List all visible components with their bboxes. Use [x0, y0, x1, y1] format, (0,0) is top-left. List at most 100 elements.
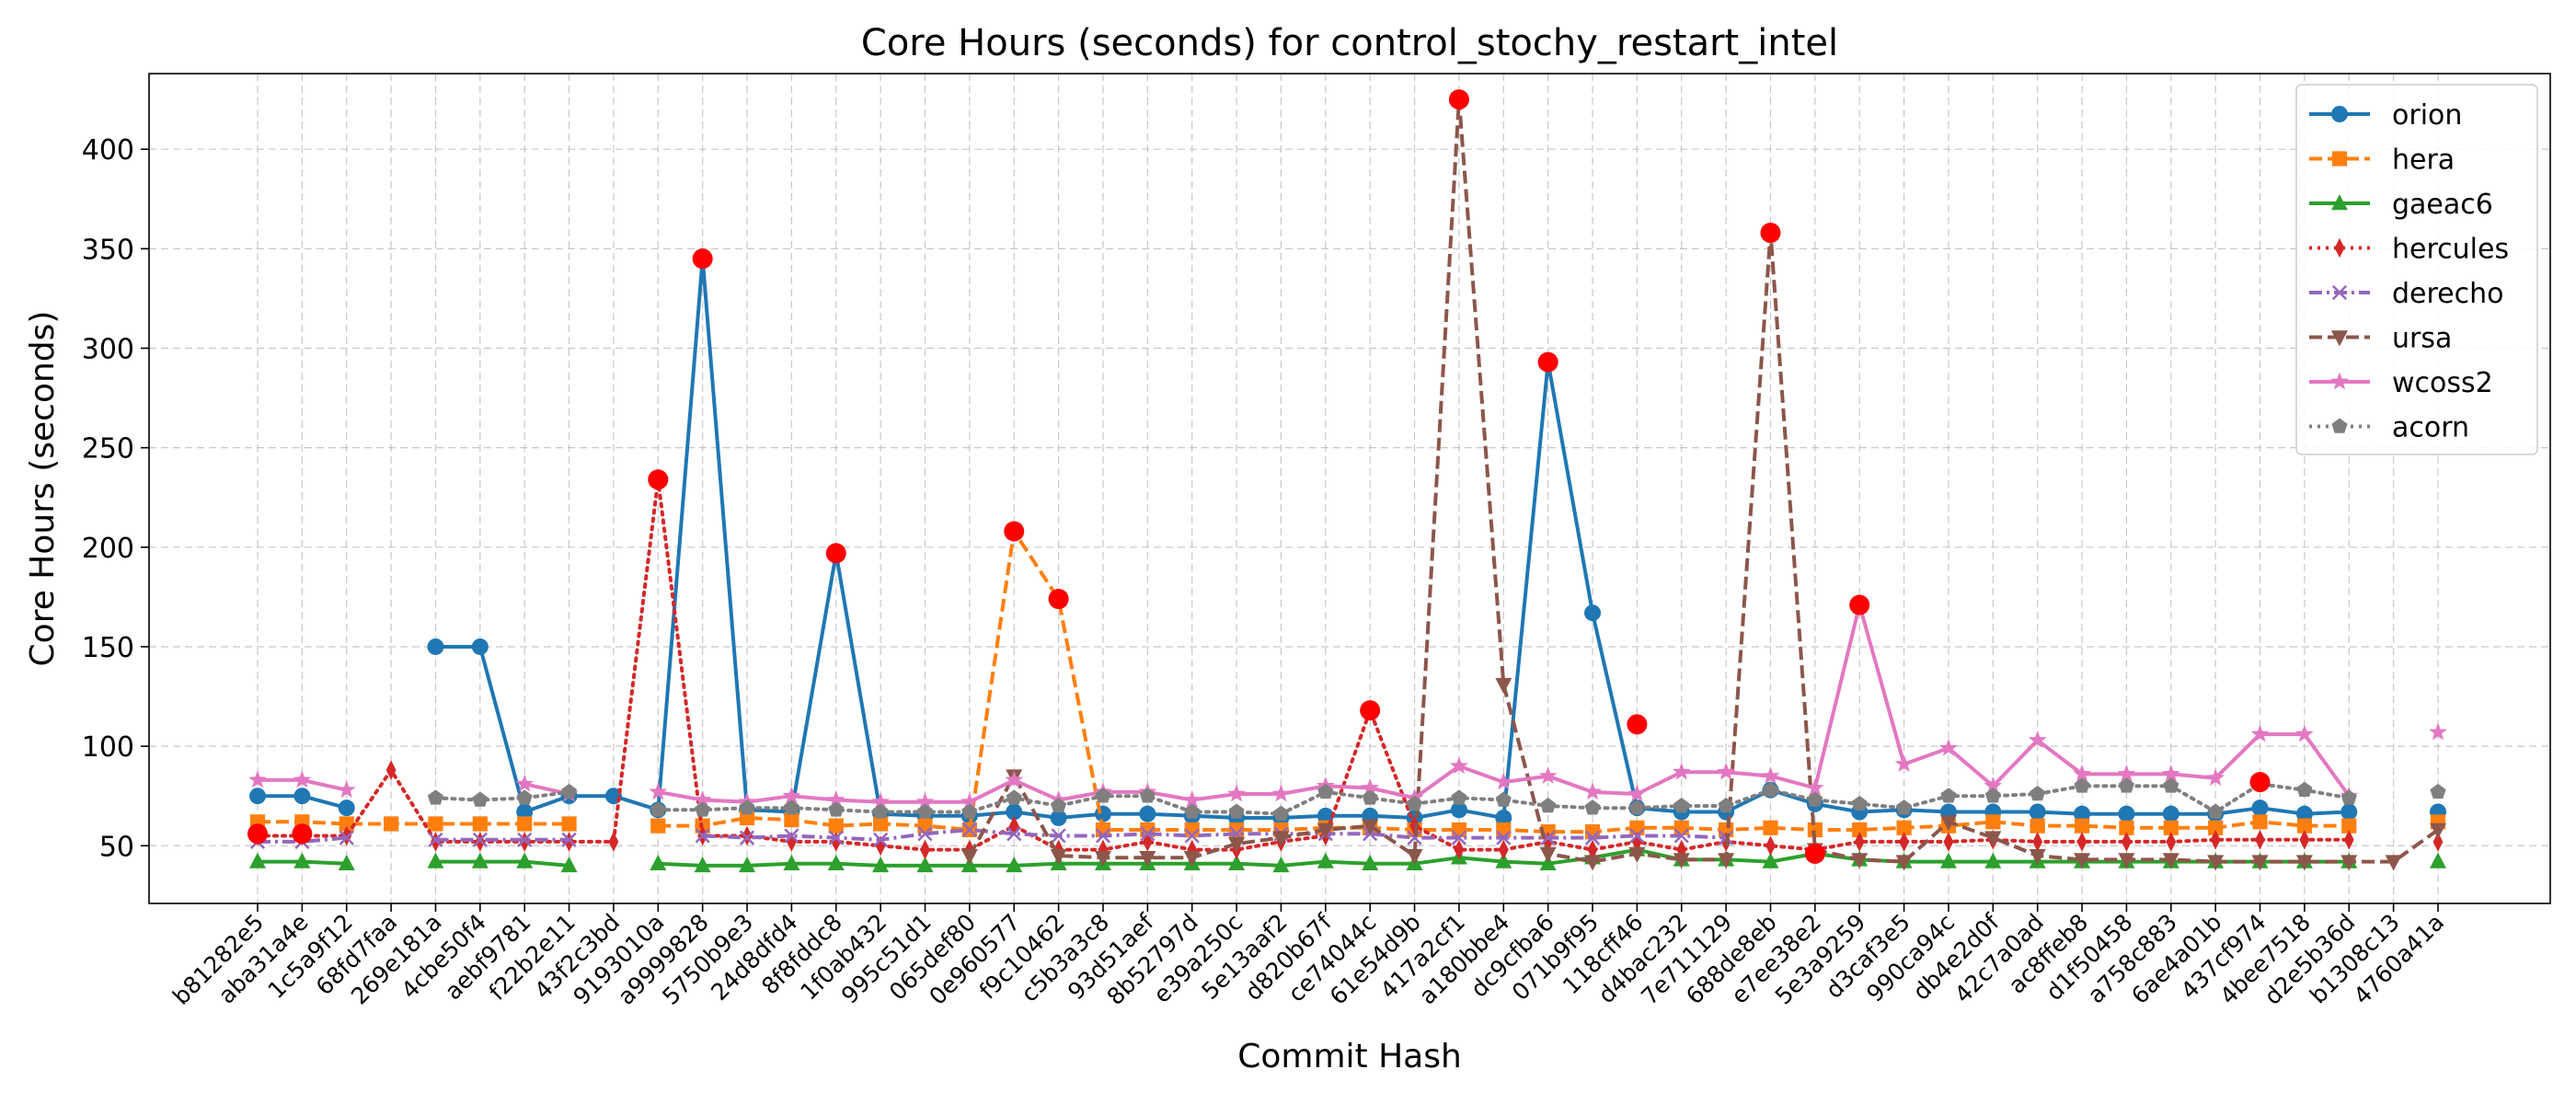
data-point-hera [1852, 822, 1868, 838]
data-point-acorn [2296, 781, 2313, 797]
data-point-derecho [1051, 828, 1066, 844]
data-point-derecho [1584, 830, 1601, 845]
data-point-gaeac6 [1272, 857, 1290, 873]
data-point-wcoss2 [693, 790, 712, 808]
data-point-derecho [1006, 826, 1022, 842]
data-point-acorn [961, 803, 978, 819]
data-point-acorn [2074, 777, 2090, 793]
data-point-hera [472, 816, 488, 832]
data-point-hercules [2076, 832, 2087, 852]
data-point-ursa [1272, 831, 1290, 847]
data-point-acorn [2207, 803, 2224, 819]
data-point-wcoss2 [1450, 756, 1468, 775]
legend-entry-derecho: derecho [2309, 278, 2504, 310]
data-point-gaeac6 [827, 854, 845, 870]
data-point-acorn [2163, 777, 2179, 793]
highlight-point [247, 823, 268, 845]
legend-marker-hera [2331, 151, 2348, 167]
data-point-ursa [2340, 855, 2358, 871]
data-point-hera [828, 818, 844, 834]
data-point-wcoss2 [1538, 766, 1558, 784]
data-point-orion [1584, 604, 1602, 622]
data-point-wcoss2 [1583, 782, 1602, 800]
data-point-wcoss2 [2117, 765, 2136, 782]
legend-marker-orion [2331, 106, 2348, 122]
data-point-acorn [1628, 799, 1645, 815]
data-point-orion [516, 803, 534, 821]
data-point-wcoss2 [1806, 778, 1824, 796]
data-point-hera [384, 816, 399, 832]
data-point-ursa [1495, 677, 1512, 694]
legend-marker-acorn [2331, 418, 2348, 433]
data-point-gaeac6 [427, 852, 444, 868]
data-point-ursa [1584, 855, 1602, 871]
data-point-hercules [1899, 832, 1909, 852]
data-point-gaeac6 [1939, 852, 1957, 868]
data-point-wcoss2 [2206, 768, 2225, 787]
data-point-hercules [1498, 839, 1509, 860]
data-point-acorn [2030, 786, 2046, 801]
highlight-point [1004, 521, 1025, 542]
data-point-hercules [1098, 839, 1109, 860]
data-point-gaeac6 [516, 852, 534, 868]
data-point-hera [1451, 822, 1467, 838]
legend-entry-acorn: acorn [2309, 412, 2469, 444]
data-point-gaeac6 [1362, 854, 1379, 870]
data-point-hera [1763, 820, 1778, 835]
highlight-point [648, 469, 669, 490]
data-point-hercules [2122, 832, 2132, 852]
legend: orion hera gaeac6 hercules derecho ursa wcoss2… [2295, 84, 2538, 455]
data-point-derecho [873, 832, 889, 847]
data-point-ursa [1094, 851, 1111, 868]
data-point-derecho [517, 832, 533, 847]
plot-frame [148, 73, 2551, 904]
data-point-wcoss2 [782, 786, 801, 804]
data-point-orion [293, 788, 311, 805]
data-point-acorn [828, 801, 845, 817]
data-point-orion [427, 638, 444, 655]
data-point-hercules [2255, 829, 2265, 850]
data-point-hercules [2032, 832, 2043, 852]
data-point-derecho [1140, 826, 1156, 842]
data-point-acorn [1851, 795, 1868, 811]
data-point-acorn [1451, 789, 1467, 805]
data-point-hercules [2166, 832, 2177, 852]
data-point-ursa [2029, 848, 2046, 865]
data-point-wcoss2 [1005, 770, 1024, 788]
data-point-wcoss2 [2161, 765, 2180, 782]
legend-entry-gaeac6: gaeac6 [2309, 189, 2493, 221]
data-point-hera [2296, 818, 2312, 834]
data-point-wcoss2 [2295, 724, 2314, 742]
data-point-hera [1985, 814, 2001, 830]
data-point-gaeac6 [1228, 854, 1246, 870]
data-point-wcoss2 [1717, 762, 1735, 780]
data-point-gaeac6 [694, 857, 711, 873]
data-point-ursa [1895, 855, 1913, 871]
data-point-acorn [2118, 777, 2134, 793]
data-point-hercules [2343, 829, 2354, 850]
data-point-ursa [1539, 846, 1557, 863]
legend-entry-hera: hera [2309, 144, 2455, 177]
data-point-ursa [1317, 822, 1334, 839]
data-point-acorn [1362, 789, 1378, 805]
data-point-hera [2208, 820, 2224, 835]
x-axis-label: Commit Hash [1237, 1038, 1462, 1075]
data-point-wcoss2 [1984, 776, 2003, 794]
data-point-hercules [920, 839, 930, 860]
series-line-acorn [433, 789, 571, 802]
data-point-acorn [1272, 805, 1290, 821]
data-point-ursa [1228, 836, 1246, 854]
data-point-acorn [427, 789, 444, 805]
data-point-orion [1006, 803, 1023, 821]
legend-marker-gaeac6 [2331, 194, 2348, 211]
data-point-gaeac6 [650, 854, 667, 870]
series-line-ursa [968, 98, 2440, 864]
highlight-point [1849, 594, 1870, 615]
data-point-acorn [1762, 781, 1779, 797]
data-point-hera [2252, 814, 2268, 830]
data-point-ursa [2430, 822, 2446, 839]
data-point-gaeac6 [2430, 852, 2446, 868]
data-point-ursa [2251, 855, 2269, 871]
legend-marker-wcoss2 [2330, 372, 2349, 390]
highlight-point [1804, 843, 1825, 864]
